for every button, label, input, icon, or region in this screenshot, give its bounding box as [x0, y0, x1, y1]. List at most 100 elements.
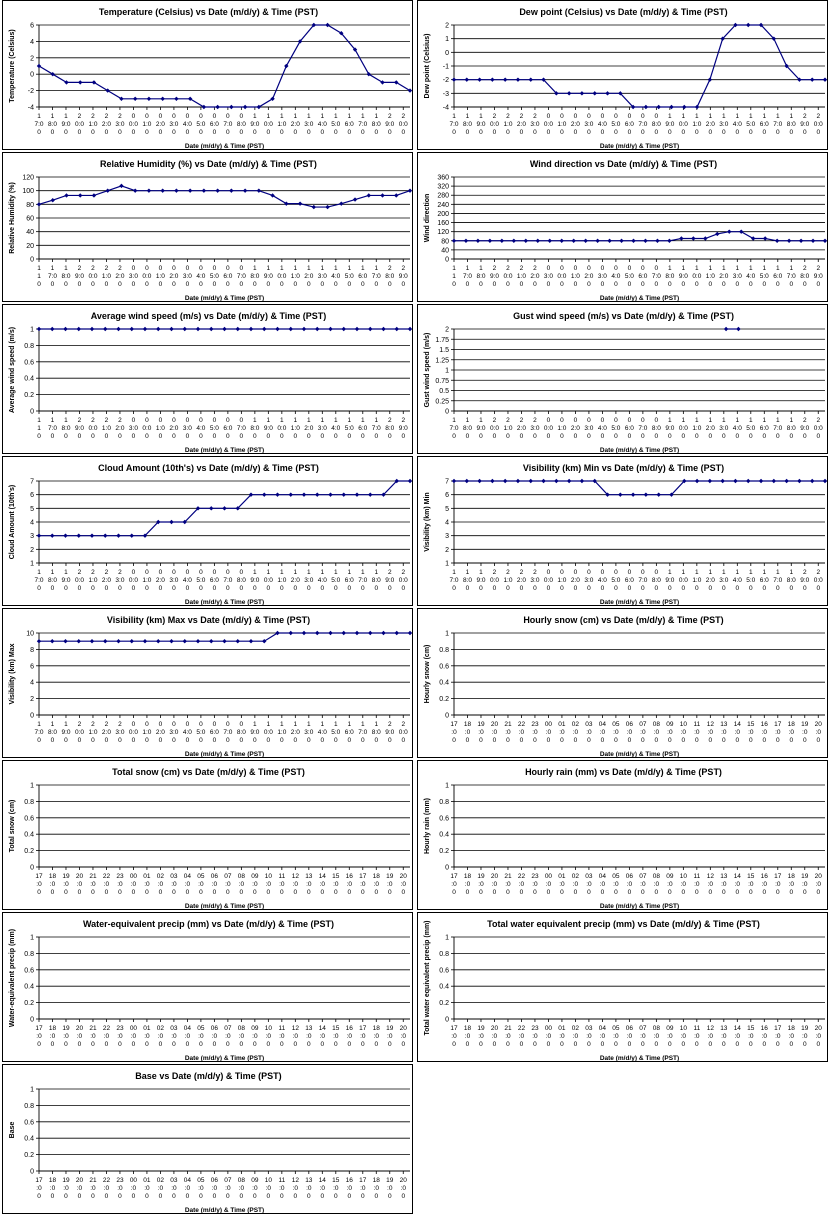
x-tick-label: 0: [132, 585, 136, 592]
data-point: [297, 201, 303, 206]
x-tick-label: :0: [694, 729, 700, 736]
x-tick-label: 3:0: [169, 121, 178, 128]
x-tick-label: 6:0: [345, 577, 354, 584]
y-tick-label: 1: [30, 561, 34, 568]
x-tick-label: :0: [573, 1033, 579, 1040]
data-point: [511, 238, 517, 243]
y-tick-label: 2: [30, 696, 34, 703]
x-tick-label: 0: [320, 585, 324, 592]
chart-svg: Relative Humidity (%) vs Date (m/d/y) & …: [9, 159, 412, 302]
data-point: [694, 104, 700, 110]
data-point: [380, 80, 385, 85]
x-tick-label: 1:0: [291, 273, 300, 280]
x-tick-label: 0: [307, 737, 311, 744]
x-tick-label: 14: [734, 1025, 742, 1032]
data-point: [36, 202, 42, 207]
x-tick-label: :0: [478, 881, 484, 888]
x-tick-label: 2: [91, 417, 95, 424]
x-tick-label: 1: [682, 569, 686, 576]
x-tick-label: 0: [51, 889, 55, 896]
x-tick-label: 0: [401, 585, 405, 592]
data-point: [235, 639, 240, 644]
x-tick-label: 6:0: [760, 577, 769, 584]
x-tick-label: 0: [762, 129, 766, 136]
data-point: [515, 77, 521, 82]
x-tick-label: 0: [213, 721, 217, 728]
x-axis-label: Date (m/d/y) & Time (PST): [185, 295, 264, 302]
data-point: [707, 77, 713, 82]
x-tick-label: 1: [709, 417, 713, 424]
x-tick-label: 0: [709, 433, 713, 440]
x-tick-label: 3:0: [584, 577, 593, 584]
x-tick-label: 3:0: [584, 425, 593, 432]
x-tick-label: 0: [199, 113, 203, 120]
y-tick-label: 6: [30, 23, 34, 30]
x-tick-label: 0: [401, 129, 405, 136]
x-tick-label: 04: [184, 873, 192, 880]
x-tick-label: 0: [280, 1193, 284, 1200]
x-tick-label: 10: [265, 873, 273, 880]
x-tick-label: 0: [466, 433, 470, 440]
x-tick-label: 1: [374, 113, 378, 120]
x-tick-label: 0: [64, 1041, 68, 1048]
data-point: [160, 96, 165, 101]
y-axis-label: Visibility (km) Max: [9, 643, 16, 704]
x-tick-label: 4:0: [733, 121, 742, 128]
chart-panel: Gust wind speed (m/s) vs Date (m/d/y) & …: [417, 304, 828, 454]
data-point: [142, 639, 148, 644]
x-tick-label: 0: [294, 1041, 298, 1048]
x-tick-label: 9:0: [399, 425, 408, 432]
x-axis-label: Date (m/d/y) & Time (PST): [185, 143, 264, 150]
x-tick-label: 0: [533, 585, 537, 592]
x-tick-label: :0: [775, 729, 781, 736]
x-axis-label: Date (m/d/y) & Time (PST): [185, 447, 264, 454]
data-point: [810, 238, 816, 243]
x-tick-label: 5:0: [210, 425, 219, 432]
x-tick-label: 10: [680, 1025, 688, 1032]
data-point: [579, 91, 585, 96]
data-point: [160, 188, 165, 193]
x-tick-label: 10: [680, 873, 688, 880]
x-tick-label: 0: [267, 1041, 271, 1048]
x-tick-label: 8:0: [61, 425, 70, 432]
x-tick-label: 1: [267, 265, 271, 272]
x-tick-label: 0: [493, 585, 497, 592]
x-tick-label: :0: [613, 881, 619, 888]
x-tick-label: 0: [735, 889, 739, 896]
x-tick-label: 09: [251, 873, 259, 880]
x-tick-label: 0:0: [88, 425, 97, 432]
data-point: [810, 77, 815, 82]
x-axis-label: Date (m/d/y) & Time (PST): [600, 295, 679, 302]
y-tick-label: 1: [445, 631, 449, 638]
x-tick-label: 7:0: [34, 121, 43, 128]
data-point: [515, 478, 521, 484]
x-tick-label: 1: [347, 417, 351, 424]
x-tick-label: 0: [614, 1041, 618, 1048]
data-point: [477, 77, 482, 82]
x-tick-label: 3:0: [719, 121, 728, 128]
x-tick-label: 20: [76, 1025, 84, 1032]
data-point: [619, 238, 624, 243]
x-tick-label: 0: [735, 1041, 739, 1048]
x-tick-label: 7:0: [449, 425, 458, 432]
x-tick-label: 0: [280, 281, 284, 288]
x-tick-label: :0: [320, 1033, 326, 1040]
x-tick-label: 19: [62, 873, 70, 880]
x-tick-label: 2: [78, 721, 82, 728]
y-tick-label: 40: [441, 247, 449, 254]
x-axis-label: Date (m/d/y) & Time (PST): [600, 599, 679, 606]
x-tick-label: :0: [63, 1185, 69, 1192]
x-tick-label: 0: [560, 585, 564, 592]
x-tick-label: 0: [655, 569, 659, 576]
x-tick-label: 0: [601, 433, 605, 440]
x-tick-label: 0: [91, 129, 95, 136]
x-tick-label: 0: [37, 129, 41, 136]
data-point: [771, 478, 777, 484]
x-tick-label: 1:0: [156, 425, 165, 432]
x-tick-label: :0: [266, 1033, 272, 1040]
x-tick-label: 1: [64, 569, 68, 576]
chart-panel: Dew point (Celsius) vs Date (m/d/y) & Ti…: [417, 0, 828, 150]
x-tick-label: 7:0: [48, 425, 57, 432]
x-tick-label: 3:0: [304, 729, 313, 736]
x-tick-label: 1: [789, 265, 793, 272]
